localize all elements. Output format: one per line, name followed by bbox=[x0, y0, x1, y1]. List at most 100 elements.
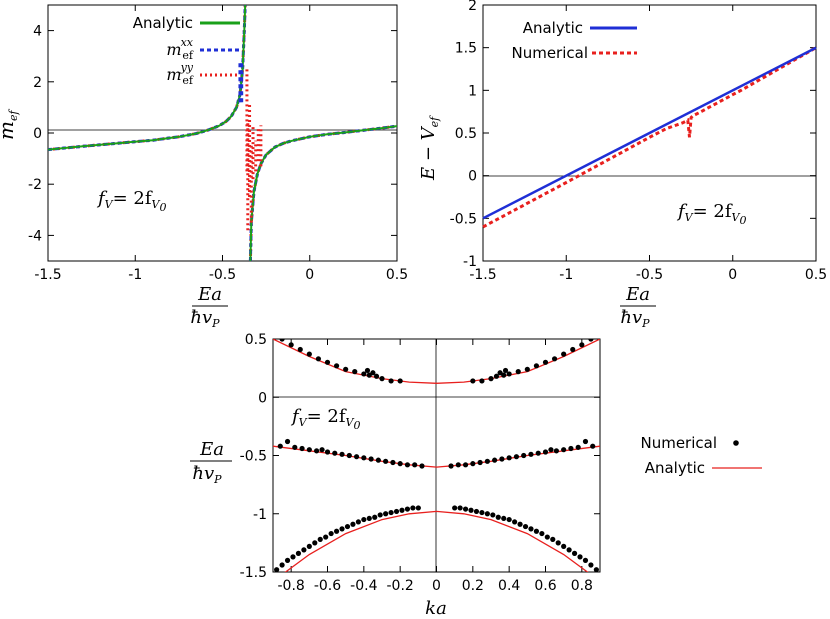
legend-label-analytic: Analytic bbox=[645, 459, 705, 477]
numerical-point bbox=[295, 550, 302, 556]
numerical-point bbox=[346, 452, 352, 459]
numerical-point bbox=[314, 448, 320, 454]
numerical-point bbox=[279, 339, 285, 342]
x-tick-label: -1 bbox=[128, 267, 142, 283]
numerical-point bbox=[377, 512, 383, 518]
series-mxx-line bbox=[248, 124, 397, 261]
numerical-point bbox=[571, 550, 578, 556]
annotation: fV= 2fV0 bbox=[96, 188, 167, 214]
legend: Analytic mxx ef myy ef bbox=[133, 14, 240, 87]
y-tick-label: 0.5 bbox=[245, 332, 267, 348]
numerical-point bbox=[353, 454, 360, 460]
numerical-point bbox=[279, 562, 285, 568]
numerical-point bbox=[588, 562, 594, 568]
x-tick-label: 0 bbox=[728, 267, 737, 283]
numerical-point bbox=[575, 444, 581, 450]
numerical-point bbox=[393, 508, 400, 515]
series-analytic-line bbox=[482, 46, 817, 220]
numerical-point bbox=[477, 459, 483, 466]
y-tick-label: 1.5 bbox=[455, 41, 477, 57]
y-tick-label: 0 bbox=[33, 126, 42, 142]
numerical-point bbox=[570, 346, 576, 353]
panel-mef: -1.5 -1 -0.5 0 0.5 4 2 0 -2 -4 mef Ea ħvP fV= 2f… bbox=[0, 4, 408, 330]
y-tick-label: 0 bbox=[468, 169, 477, 185]
y-tick-label: -0.5 bbox=[450, 211, 477, 227]
numerical-point bbox=[379, 376, 385, 382]
numerical-point bbox=[324, 359, 331, 365]
numerical-point bbox=[284, 557, 291, 563]
numerical-point bbox=[506, 516, 512, 523]
y-tick-label: 0 bbox=[258, 390, 267, 406]
x-tick-label: -1.5 bbox=[469, 267, 496, 283]
numerical-point bbox=[306, 447, 312, 453]
x-axis-label: Ea ħvP bbox=[190, 284, 228, 330]
x-tick-label: -0.8 bbox=[278, 578, 305, 594]
numerical-point bbox=[299, 445, 305, 452]
y-tick-label: -2 bbox=[28, 177, 42, 193]
numerical-point bbox=[488, 376, 494, 382]
y-tick-label: 2 bbox=[33, 75, 42, 91]
numerical-point bbox=[373, 373, 380, 379]
numerical-point bbox=[324, 449, 331, 455]
numerical-point bbox=[315, 356, 322, 362]
x-tick-label: 0.5 bbox=[805, 267, 827, 283]
numerical-point bbox=[410, 505, 416, 511]
svg-text:Ea: Ea bbox=[197, 284, 222, 305]
numerical-point bbox=[502, 367, 509, 374]
numerical-point bbox=[328, 530, 334, 537]
numerical-point bbox=[493, 373, 500, 379]
numerical-point bbox=[457, 505, 463, 511]
numerical-point bbox=[548, 447, 554, 453]
numerical-point bbox=[312, 540, 318, 546]
numerical-point bbox=[501, 515, 507, 522]
numerical-point bbox=[470, 461, 476, 467]
y-tick-label: -1.5 bbox=[240, 565, 267, 581]
y-axis-label: mef bbox=[0, 109, 20, 140]
svg-text:ef: ef bbox=[182, 74, 194, 87]
y-axis-label: Ea ħvP bbox=[190, 439, 232, 486]
numerical-point bbox=[524, 366, 530, 372]
numerical-point bbox=[506, 455, 512, 461]
numerical-point bbox=[533, 363, 540, 369]
numerical-point bbox=[368, 456, 374, 462]
numerical-point bbox=[352, 369, 358, 375]
numerical-point bbox=[383, 511, 389, 517]
numerical-point bbox=[484, 511, 490, 517]
annotation: fV= 2fV0 bbox=[290, 406, 361, 432]
panel-energy: -1.5 -1 -0.5 0 0.5 21.510.50-0.5-1 E − Vef E… bbox=[418, 0, 827, 330]
x-tick-label: -1 bbox=[559, 267, 573, 283]
numerical-point bbox=[361, 516, 367, 523]
y-tick-label: -1 bbox=[253, 507, 267, 523]
numerical-point bbox=[306, 543, 312, 549]
numerical-point bbox=[473, 508, 480, 515]
numerical-point bbox=[344, 523, 351, 530]
numerical-point bbox=[297, 346, 303, 353]
y-axis-label: E − Vef bbox=[418, 115, 441, 181]
y-tick-label: 0.5 bbox=[455, 126, 477, 142]
numerical-point bbox=[366, 515, 372, 522]
numerical-point bbox=[361, 371, 367, 377]
svg-text:Ea: Ea bbox=[625, 284, 650, 305]
numerical-point bbox=[375, 457, 381, 463]
svg-text:ef: ef bbox=[182, 49, 194, 62]
y-tick-label: -4 bbox=[28, 228, 42, 244]
numerical-point bbox=[539, 530, 545, 537]
numerical-point bbox=[419, 463, 425, 469]
numerical-point bbox=[277, 443, 283, 449]
x-tick-label: 0.8 bbox=[571, 578, 593, 594]
numerical-point bbox=[452, 505, 458, 511]
numerical-point bbox=[513, 454, 520, 460]
numerical-point bbox=[561, 447, 567, 453]
x-tick-label: 0 bbox=[305, 267, 314, 283]
legend-swatch-numerical bbox=[733, 440, 739, 446]
numerical-point bbox=[301, 547, 307, 553]
numerical-point bbox=[339, 451, 345, 457]
numerical-point bbox=[517, 521, 523, 527]
numerical-point bbox=[397, 461, 403, 467]
numerical-point bbox=[288, 342, 294, 348]
legend-label-analytic: Analytic bbox=[523, 19, 583, 37]
x-tick-label: -0.4 bbox=[350, 578, 377, 594]
x-tick-label: 0.5 bbox=[386, 267, 408, 283]
numerical-point bbox=[561, 351, 567, 357]
